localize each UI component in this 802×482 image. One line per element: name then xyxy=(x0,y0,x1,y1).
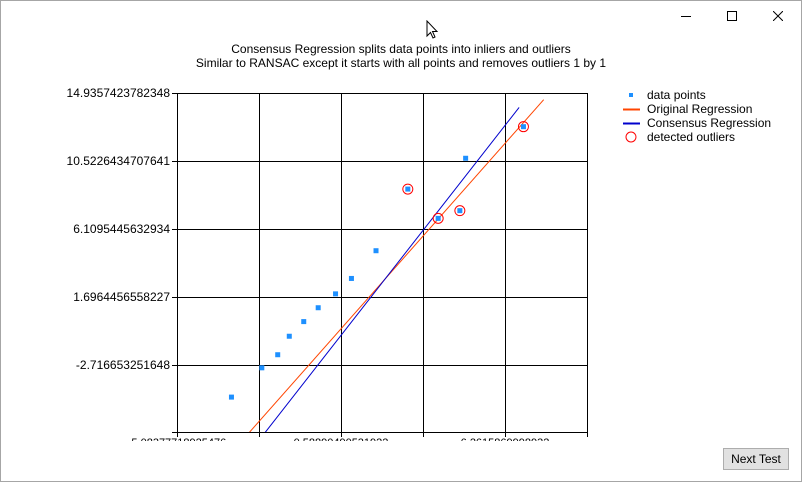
minimize-icon xyxy=(681,16,691,17)
minimize-button[interactable] xyxy=(663,1,709,31)
maximize-icon xyxy=(727,11,737,21)
data-point xyxy=(457,208,463,214)
consensus-regression-line xyxy=(264,107,520,432)
data-point xyxy=(405,186,411,192)
data-point xyxy=(228,394,234,400)
data-point xyxy=(348,275,354,281)
y-tick-label: 10.5226434707641 xyxy=(67,154,171,168)
outlier-marker xyxy=(517,121,529,133)
data-point xyxy=(435,215,441,221)
data-point xyxy=(463,155,469,161)
data-point xyxy=(520,124,526,130)
window-controls xyxy=(663,1,801,31)
next-test-button[interactable]: Next Test xyxy=(723,448,789,470)
chart-subtitle: Similar to RANSAC except it starts with … xyxy=(196,56,606,70)
x-tick-label: 6.2615869998932 xyxy=(461,437,550,441)
data-point xyxy=(259,365,265,371)
data-point xyxy=(315,305,321,311)
legend-label: detected outliers xyxy=(647,130,735,144)
legend-label: Original Regression xyxy=(647,102,752,116)
chart-title: Consensus Regression splits data points … xyxy=(231,42,571,56)
outlier-marker xyxy=(454,205,466,217)
y-tick-label: 1.6964456558227 xyxy=(73,290,170,304)
legend-point-swatch xyxy=(629,93,633,97)
y-tick-label: 14.9357423782348 xyxy=(67,86,171,100)
mouse-cursor-icon xyxy=(426,20,439,39)
legend-label: Consensus Regression xyxy=(647,116,771,130)
data-point xyxy=(301,319,307,325)
outlier-marker xyxy=(402,183,414,195)
data-point xyxy=(275,352,281,358)
y-tick-label: 6.1095445632934 xyxy=(73,222,170,236)
regression-chart: Consensus Regression splits data points … xyxy=(67,42,772,441)
data-point xyxy=(373,248,379,254)
data-point xyxy=(333,291,339,297)
maximize-button[interactable] xyxy=(709,1,755,31)
x-tick-label: 0.58890490531922 xyxy=(294,437,389,441)
close-button[interactable] xyxy=(755,1,801,31)
y-tick-label: -2.716653251648 xyxy=(76,358,170,372)
outlier-marker xyxy=(432,212,444,224)
legend-circle-swatch xyxy=(625,131,637,143)
data-point xyxy=(286,333,292,339)
x-tick-label: -5.08377718925476 xyxy=(128,437,226,441)
legend-label: data points xyxy=(647,88,706,102)
original-regression-line xyxy=(249,99,545,432)
close-icon xyxy=(773,11,783,21)
